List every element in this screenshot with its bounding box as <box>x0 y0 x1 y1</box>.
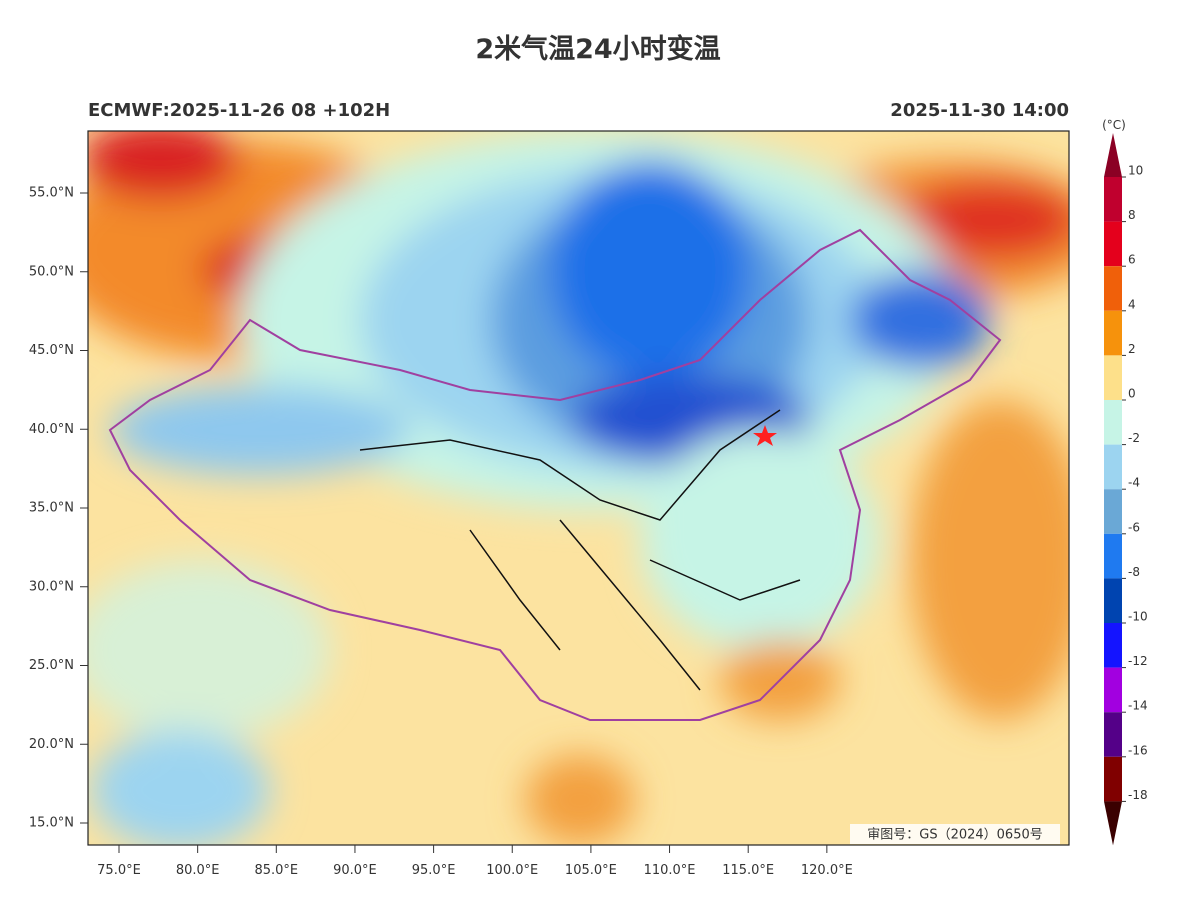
lat-tick-label: 40.0°N <box>29 422 74 437</box>
lat-tick-label: 55.0°N <box>29 186 74 201</box>
lon-tick-label: 95.0°E <box>412 863 456 878</box>
lat-tick-label: 20.0°N <box>29 737 74 752</box>
valid-time: 2025-11-30 14:00 <box>890 100 1069 121</box>
colorbar-label: -2 <box>1128 431 1140 445</box>
colorbar-segment <box>1104 489 1122 534</box>
lat-tick-label: 35.0°N <box>29 501 74 516</box>
lon-tick-label: 75.0°E <box>97 863 141 878</box>
colorbar-label: 10 <box>1128 164 1143 178</box>
colorbar-segment <box>1104 533 1122 579</box>
colorbar-segment <box>1104 177 1122 222</box>
lat-tick-label: 50.0°N <box>29 264 74 279</box>
colorbar-label: 6 <box>1128 253 1136 267</box>
colorbar-label: 2 <box>1128 342 1136 356</box>
colorbar-label: 0 <box>1128 387 1136 401</box>
lat-tick-label: 15.0°N <box>29 816 74 831</box>
colorbar-label: -8 <box>1128 565 1140 579</box>
lon-tick-label: 110.0°E <box>644 863 696 878</box>
lon-tick-label: 80.0°E <box>176 863 220 878</box>
colorbar-segment <box>1104 623 1122 668</box>
approval-box <box>850 824 1060 844</box>
map-frame <box>87 130 1070 846</box>
lon-tick-label: 105.0°E <box>565 863 617 878</box>
colorbar-extension-low <box>1104 801 1122 846</box>
lon-tick-label: 85.0°E <box>254 863 298 878</box>
colorbar-extension-high <box>1104 133 1122 177</box>
colorbar-segment <box>1104 756 1122 802</box>
colorbar-label: -4 <box>1128 476 1140 490</box>
lon-tick-label: 90.0°E <box>333 863 377 878</box>
approval-number: 审图号：GS（2024）0650号 <box>867 828 1043 843</box>
colorbar-label: 4 <box>1128 297 1136 311</box>
lat-tick-label: 30.0°N <box>29 579 74 594</box>
colorbar-label: 8 <box>1128 208 1136 222</box>
colorbar-segment <box>1104 444 1122 490</box>
model-run: ECMWF:2025-11-26 08 +102H <box>88 100 390 121</box>
colorbar-segment <box>1104 712 1122 757</box>
colorbar-unit: (°C) <box>1102 118 1126 132</box>
lon-tick-label: 115.0°E <box>722 863 774 878</box>
colorbar-label: -18 <box>1128 788 1148 802</box>
lon-tick-label: 120.0°E <box>801 863 853 878</box>
colorbar-label: -14 <box>1128 699 1148 713</box>
colorbar-label: -6 <box>1128 520 1140 534</box>
colorbar-label: -10 <box>1128 610 1148 624</box>
colorbar-segment <box>1104 221 1122 267</box>
colorbar-segment <box>1104 667 1122 713</box>
lon-tick-label: 100.0°E <box>486 863 538 878</box>
lat-tick-label: 25.0°N <box>29 658 74 673</box>
lat-tick-label: 45.0°N <box>29 343 74 358</box>
colorbar-label: -12 <box>1128 654 1148 668</box>
colorbar-segment <box>1104 266 1122 311</box>
colorbar-segment <box>1104 310 1122 356</box>
colorbar-label: -16 <box>1128 743 1148 757</box>
colorbar-segment <box>1104 355 1122 400</box>
title: 2米气温24小时变温 <box>475 33 720 65</box>
axes: 55.0°N 50.0°N 45.0°N 40.0°N 35.0°N 30.0°N 25.0… <box>29 186 853 879</box>
colorbar-segment <box>1104 400 1122 445</box>
colorbar-segment <box>1104 578 1122 623</box>
colorbar: (°C) 10 8 6 4 2 0 -2 -4 -6 -8 -10 -12 -14 -16 -18 <box>1102 118 1148 846</box>
map-field <box>88 131 1069 845</box>
